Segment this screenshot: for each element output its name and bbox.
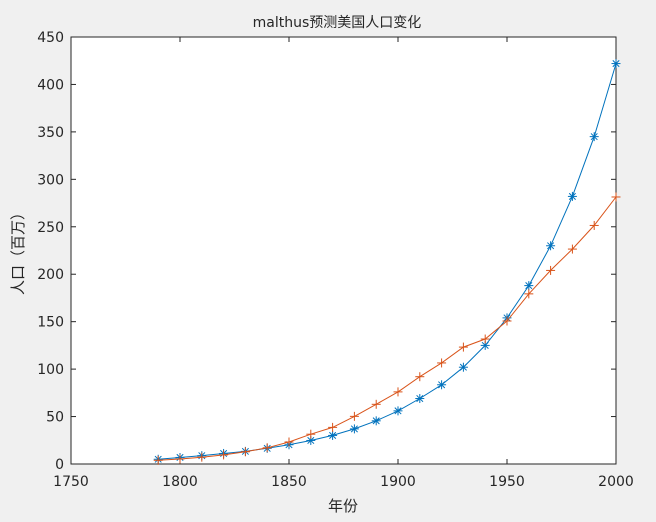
data-point-asterisk bbox=[458, 362, 468, 372]
y-tick-label: 450 bbox=[37, 30, 64, 46]
data-point-plus bbox=[524, 289, 534, 299]
data-point-asterisk bbox=[349, 424, 359, 434]
data-point-plus bbox=[393, 387, 403, 397]
chart-title: malthus预测美国人口变化 bbox=[253, 15, 422, 31]
data-point-plus bbox=[589, 220, 599, 230]
data-point-plus bbox=[262, 443, 272, 453]
data-point-plus bbox=[567, 244, 577, 254]
data-point-asterisk bbox=[437, 380, 447, 390]
y-axis-label: 人口（百万） bbox=[9, 205, 27, 295]
data-point-plus bbox=[175, 454, 185, 464]
data-point-plus bbox=[328, 422, 338, 432]
series-line-2 bbox=[158, 196, 617, 461]
data-point-plus bbox=[437, 358, 447, 368]
x-tick-label: 2000 bbox=[598, 474, 634, 490]
data-point-asterisk bbox=[328, 430, 338, 440]
data-point-asterisk bbox=[371, 416, 381, 426]
x-axis-label: 年份 bbox=[328, 497, 358, 515]
y-tick-label: 300 bbox=[37, 172, 64, 188]
x-tick-label: 1950 bbox=[489, 474, 525, 490]
x-tick-label: 1900 bbox=[380, 474, 416, 490]
y-tick-label: 200 bbox=[37, 267, 64, 283]
data-point-asterisk bbox=[546, 241, 556, 251]
y-tick-label: 150 bbox=[37, 315, 64, 331]
data-point-plus bbox=[284, 437, 294, 447]
data-point-asterisk bbox=[524, 281, 534, 291]
data-point-asterisk bbox=[415, 394, 425, 404]
x-tick-label: 1750 bbox=[53, 474, 89, 490]
data-point-plus bbox=[219, 450, 229, 460]
x-tick-label: 1850 bbox=[271, 474, 307, 490]
data-point-plus bbox=[371, 399, 381, 409]
data-point-plus bbox=[197, 452, 207, 462]
y-tick-label: 250 bbox=[37, 220, 64, 236]
data-point-plus bbox=[240, 447, 250, 457]
data-point-plus bbox=[153, 455, 163, 465]
plot-area bbox=[70, 36, 617, 465]
data-point-plus bbox=[458, 342, 468, 352]
data-point-plus bbox=[349, 411, 359, 421]
data-point-plus bbox=[611, 192, 621, 202]
data-point-plus bbox=[306, 429, 316, 439]
data-point-asterisk bbox=[611, 59, 621, 69]
x-tick-label: 1800 bbox=[162, 474, 198, 490]
y-tick-label: 350 bbox=[37, 125, 64, 141]
y-tick-label: 400 bbox=[37, 77, 64, 93]
data-point-plus bbox=[415, 372, 425, 382]
data-point-asterisk bbox=[393, 406, 403, 416]
y-tick-label: 100 bbox=[37, 362, 64, 378]
data-point-asterisk bbox=[589, 132, 599, 142]
data-point-plus bbox=[546, 265, 556, 275]
data-point-asterisk bbox=[567, 191, 577, 201]
series-group bbox=[153, 59, 621, 465]
axes: 1750 1800 1850 1900 1950 2000 0 50 100 150 200 250 3… bbox=[37, 30, 634, 490]
y-tick-label: 50 bbox=[46, 410, 64, 426]
y-tick-label: 0 bbox=[55, 457, 64, 473]
series-line-1 bbox=[158, 63, 617, 460]
data-point-plus bbox=[480, 334, 490, 344]
data-point-plus bbox=[502, 316, 512, 326]
